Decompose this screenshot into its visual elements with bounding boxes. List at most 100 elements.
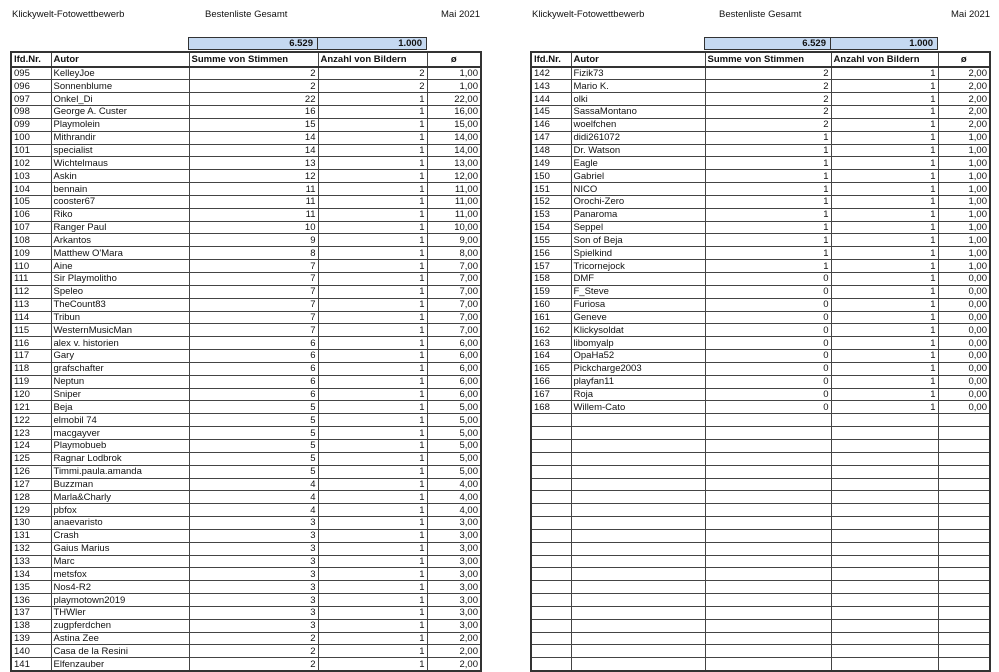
cell-image-count: 1 xyxy=(317,349,428,363)
cell-votes: 2 xyxy=(188,657,319,672)
cell-average xyxy=(937,618,991,633)
cell-average: 5,00 xyxy=(426,464,482,479)
ranking-table-left: lfd.Nr. Autor Summe von Stimmen Anzahl von … xyxy=(10,51,482,672)
cell-average xyxy=(937,657,991,672)
cell-image-count: 2 xyxy=(317,79,428,94)
cell-image-count: 1 xyxy=(830,79,939,94)
table-row: 122 elmobil 74 5 1 5,00 xyxy=(10,413,482,428)
cell-row-number: 133 xyxy=(10,554,52,569)
cell-average: 7,00 xyxy=(426,284,482,299)
cell-average: 6,00 xyxy=(426,349,482,363)
cell-row-number: 114 xyxy=(10,310,52,325)
cell-votes: 12 xyxy=(188,169,319,184)
cell-image-count xyxy=(830,438,939,453)
cell-author: Tribun xyxy=(50,310,190,325)
cell-image-count: 1 xyxy=(830,207,939,222)
cell-average: 10,00 xyxy=(426,220,482,235)
cell-row-number: 134 xyxy=(10,567,52,582)
cell-image-count: 1 xyxy=(317,593,428,607)
cell-votes: 1 xyxy=(704,169,832,184)
cell-author: grafschafter xyxy=(50,361,190,376)
cell-image-count: 1 xyxy=(830,387,939,402)
cell-votes: 14 xyxy=(188,143,319,158)
cell-row-number: 122 xyxy=(10,413,52,428)
cell-row-number: 166 xyxy=(530,374,572,389)
cell-row-number xyxy=(530,528,572,543)
cell-average: 0,00 xyxy=(937,284,991,299)
cell-votes: 1 xyxy=(704,207,832,222)
cell-row-number xyxy=(530,516,572,530)
cell-author: Timmi.paula.amanda xyxy=(50,464,190,479)
cell-author: Marla&Charly xyxy=(50,490,190,505)
cell-row-number: 118 xyxy=(10,361,52,376)
cell-image-count xyxy=(830,528,939,543)
cell-average: 1,00 xyxy=(937,233,991,248)
cell-votes xyxy=(704,477,832,492)
cell-image-count: 1 xyxy=(317,92,428,107)
cell-average: 0,00 xyxy=(937,297,991,312)
cell-image-count xyxy=(830,580,939,595)
cell-image-count: 1 xyxy=(317,451,428,466)
cell-row-number: 135 xyxy=(10,580,52,595)
cell-average: 15,00 xyxy=(426,117,482,132)
cell-row-number: 132 xyxy=(10,541,52,556)
cell-votes: 7 xyxy=(188,323,319,338)
table-row: 123 macgayver 5 1 5,00 xyxy=(10,426,482,440)
cell-votes: 4 xyxy=(188,503,319,518)
cell-average xyxy=(937,490,991,505)
cell-average: 3,00 xyxy=(426,618,482,633)
cell-image-count xyxy=(830,451,939,466)
cell-row-number: 145 xyxy=(530,105,572,119)
cell-row-number: 120 xyxy=(10,387,52,402)
cell-votes: 3 xyxy=(188,554,319,569)
table-row: 105 cooster67 11 1 11,00 xyxy=(10,194,482,209)
table-row: 129 pbfox 4 1 4,00 xyxy=(10,503,482,518)
table-row: 143 Mario K. 2 1 2,00 xyxy=(530,79,991,94)
report-date: Mai 2021 xyxy=(441,9,481,20)
cell-author: Arkantos xyxy=(50,233,190,248)
cell-image-count: 1 xyxy=(830,336,939,351)
cell-image-count: 1 xyxy=(317,400,428,415)
cell-row-number: 096 xyxy=(10,79,52,94)
cell-image-count: 1 xyxy=(830,130,939,145)
table-row: 151 NICO 1 1 1,00 xyxy=(530,182,991,196)
cell-average: 7,00 xyxy=(426,259,482,273)
cell-author: Matthew O'Mara xyxy=(50,246,190,261)
empty-row xyxy=(530,503,991,518)
cell-author xyxy=(570,490,706,505)
cell-row-number: 121 xyxy=(10,400,52,415)
empty-row xyxy=(530,413,991,428)
cell-image-count xyxy=(830,554,939,569)
empty-row xyxy=(530,580,991,595)
cell-image-count xyxy=(830,503,939,518)
empty-row xyxy=(530,631,991,646)
cell-row-number: 104 xyxy=(10,182,52,196)
table-row: 099 Playmolein 15 1 15,00 xyxy=(10,117,482,132)
cell-row-number: 107 xyxy=(10,220,52,235)
cell-author xyxy=(570,657,706,672)
cell-row-number: 123 xyxy=(10,426,52,440)
cell-row-number xyxy=(530,580,572,595)
cell-row-number: 101 xyxy=(10,143,52,158)
empty-row xyxy=(530,554,991,569)
table-row: 111 Sir Playmolitho 7 1 7,00 xyxy=(10,272,482,286)
table-row: 113 TheCount83 7 1 7,00 xyxy=(10,297,482,312)
cell-average: 0,00 xyxy=(937,361,991,376)
cell-author xyxy=(570,618,706,633)
table-row: 121 Beja 5 1 5,00 xyxy=(10,400,482,415)
table-row: 096 Sonnenblume 2 2 1,00 xyxy=(10,79,482,94)
cell-author: Orochi-Zero xyxy=(570,194,706,209)
cell-votes: 11 xyxy=(188,194,319,209)
cell-average: 0,00 xyxy=(937,336,991,351)
cell-image-count: 1 xyxy=(830,297,939,312)
cell-author xyxy=(570,580,706,595)
table-row: 158 DMF 0 1 0,00 xyxy=(530,272,991,286)
column-header-author: Autor xyxy=(50,51,190,68)
cell-votes: 7 xyxy=(188,259,319,273)
cell-votes xyxy=(704,618,832,633)
report-subtitle: Bestenliste Gesamt xyxy=(719,9,802,20)
cell-author: metsfox xyxy=(50,567,190,582)
cell-author: Dr. Watson xyxy=(570,143,706,158)
cell-votes xyxy=(704,516,832,530)
cell-average: 3,00 xyxy=(426,580,482,595)
